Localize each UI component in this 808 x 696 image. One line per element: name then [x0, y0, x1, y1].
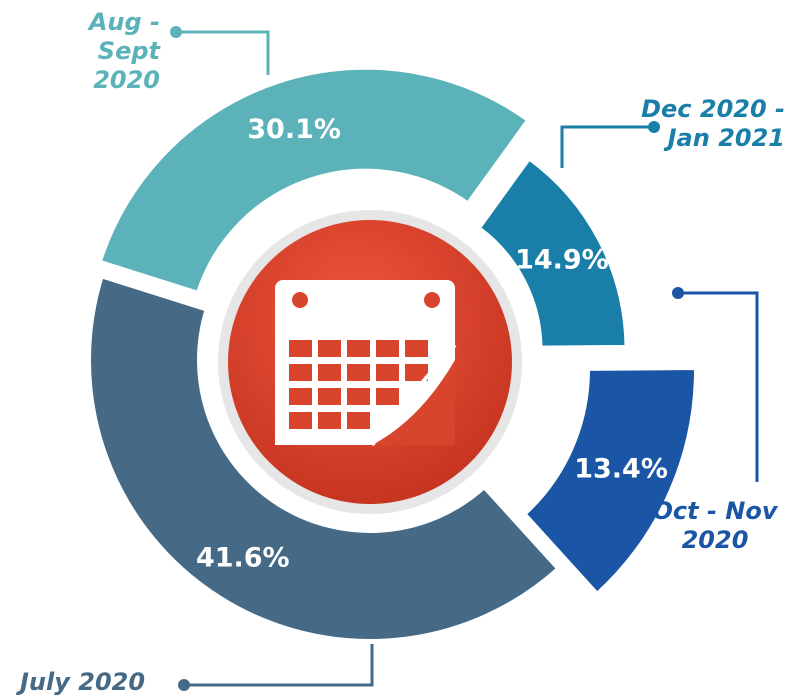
category-label: Aug - Sept 2020: [88, 8, 160, 94]
leader-dot: [178, 679, 190, 691]
leader-dot: [170, 26, 182, 38]
value-label: 13.4%: [574, 453, 668, 484]
category-label: July 2020: [20, 668, 146, 696]
leader-line: [678, 291, 759, 482]
donut-segment: [473, 152, 631, 352]
calendar-icon: [218, 210, 522, 514]
value-label: 14.9%: [515, 244, 609, 275]
donut-segment: [518, 363, 700, 600]
leader-line: [560, 125, 654, 168]
category-label: Dec 2020 - Jan 2021: [641, 95, 785, 152]
donut-segment: [94, 63, 534, 298]
value-label: 41.6%: [196, 542, 290, 573]
leader-line: [176, 30, 270, 75]
value-label: 30.1%: [247, 114, 341, 145]
donut-segment: [85, 271, 564, 645]
category-label: Oct - Nov 2020: [652, 497, 778, 554]
leader-dot: [672, 287, 684, 299]
leader-dot: [648, 121, 660, 133]
leader-line: [184, 644, 374, 687]
